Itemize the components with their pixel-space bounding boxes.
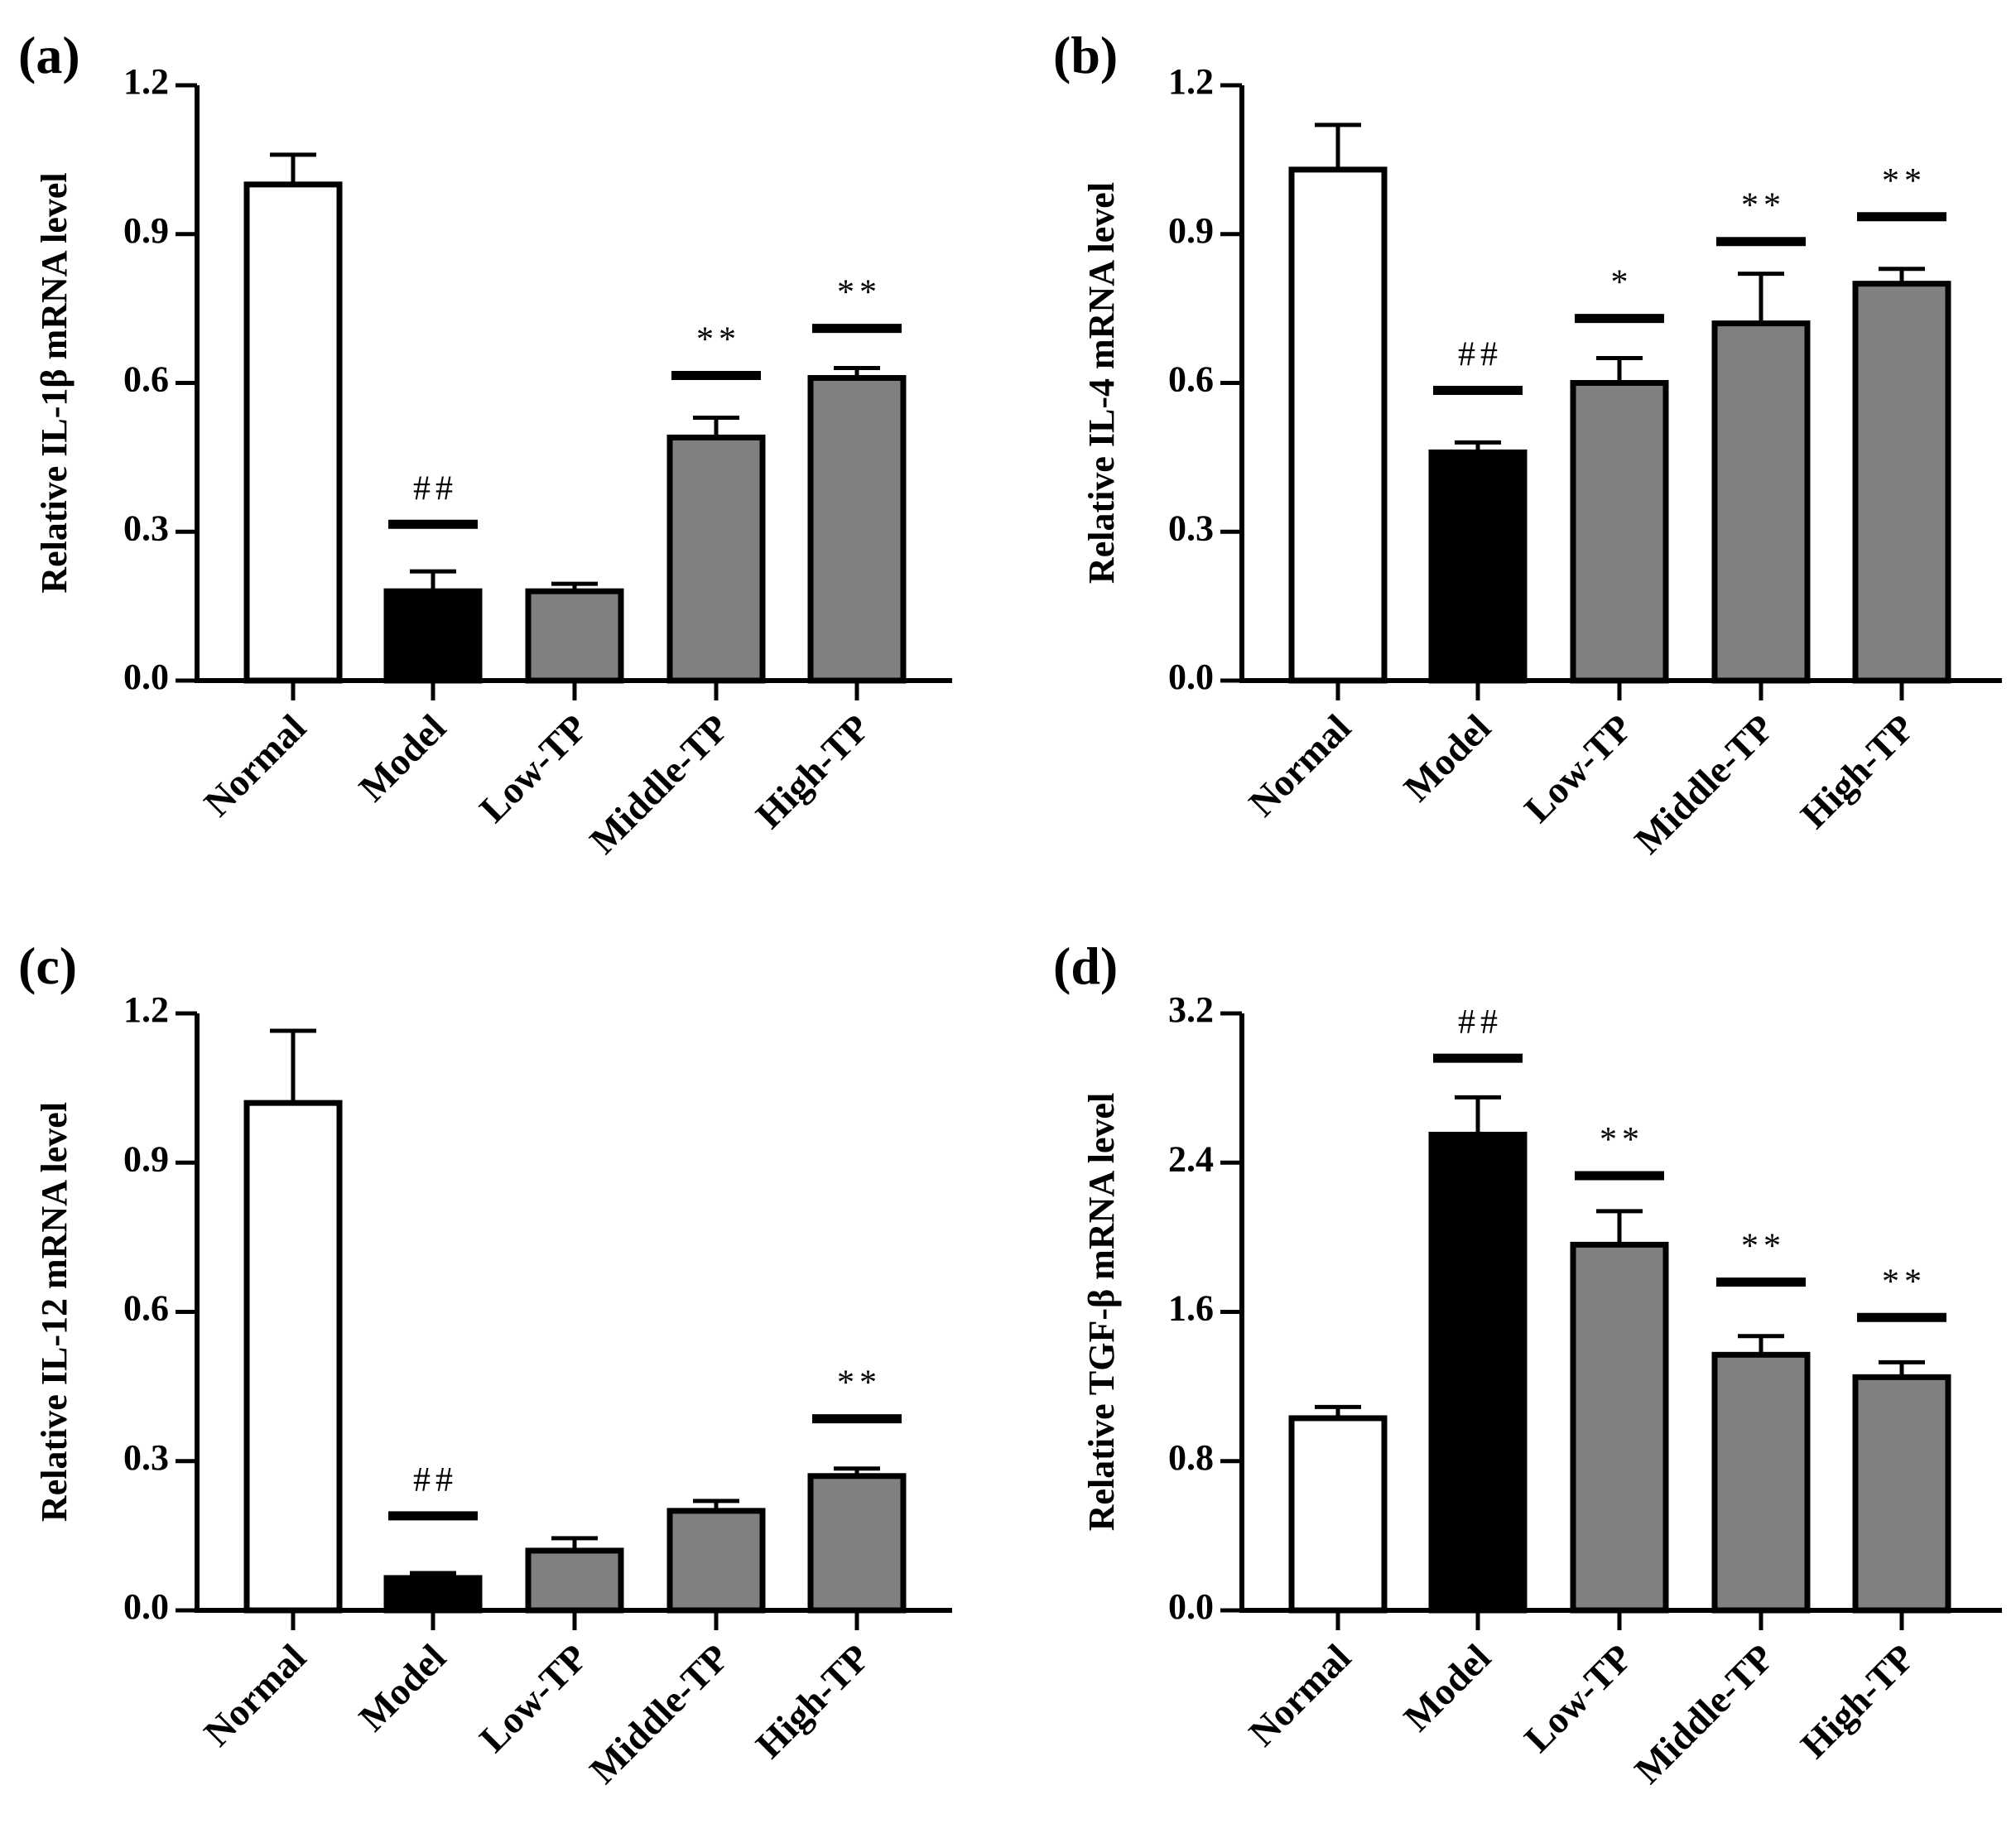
bar-high-tp	[1852, 281, 1951, 684]
x-tick-label: Normal	[195, 1636, 314, 1754]
significance-label: ##	[1458, 1003, 1503, 1042]
x-tick-label: Normal	[1240, 706, 1359, 825]
bar-middle-tp	[1711, 320, 1811, 684]
x-tick-label: High-TP	[748, 1636, 878, 1766]
y-tick-label: 0.8	[1168, 1437, 1214, 1478]
x-tick-label: Low-TP	[1516, 1636, 1640, 1760]
significance-label: **	[1600, 1121, 1644, 1159]
x-tick-label: Low-TP	[471, 706, 595, 830]
x-tick-label: Normal	[195, 706, 314, 825]
significance-label: **	[696, 321, 741, 359]
y-tick-label: 0.3	[123, 1437, 169, 1478]
significance-label: **	[1882, 1263, 1927, 1301]
significance-label: ##	[413, 1461, 458, 1499]
y-tick-label: 0.6	[1168, 359, 1214, 400]
y-axis-title: Relative IL-4 mRNA level	[1081, 182, 1122, 584]
significance-label: **	[837, 1364, 882, 1403]
x-tick-label: Low-TP	[471, 1636, 595, 1760]
bar-low-tp	[1570, 380, 1669, 684]
x-tick-label: Model	[350, 1636, 454, 1740]
significance-label: **	[837, 274, 882, 312]
bar-high-tp	[807, 1473, 907, 1614]
panel-letter: (d)	[1053, 936, 1118, 995]
y-tick-label: 0.6	[123, 359, 169, 400]
bar-normal	[1288, 1415, 1388, 1614]
y-tick-label: 0.0	[1168, 1586, 1214, 1627]
bar-high-tp	[1852, 1374, 1951, 1614]
y-tick-label: 0.9	[123, 210, 169, 251]
y-tick-label: 0.3	[123, 508, 169, 548]
chart-panel-b: (b) Relative IL-4 mRNA level 0.0 0.3 0.6 0.9 1…	[1053, 26, 2002, 862]
y-axis-title: Relative TGF-β mRNA level	[1081, 1093, 1122, 1531]
x-tick-label: High-TP	[748, 706, 878, 836]
panel-letter: (b)	[1053, 26, 1118, 84]
panel-letter: (c)	[18, 936, 77, 995]
bar-low-tp	[525, 1547, 624, 1614]
bar-model	[1428, 449, 1528, 684]
x-tick-label: Middle-TP	[1626, 1636, 1782, 1792]
x-tick-label: Model	[350, 706, 454, 810]
bar-model	[383, 588, 483, 684]
bar-normal	[1288, 166, 1388, 684]
significance-label: *	[1611, 264, 1633, 302]
bar-model	[383, 1575, 483, 1614]
bar-low-tp	[1570, 1241, 1669, 1614]
bar-middle-tp	[1711, 1351, 1811, 1614]
x-tick-label: High-TP	[1792, 1636, 1922, 1766]
y-axis-title: Relative IL-1β mRNA level	[34, 172, 75, 593]
significance-label: **	[1882, 162, 1927, 200]
y-axis-title: Relative IL-12 mRNA level	[34, 1102, 75, 1522]
chart-panel-a: (a) Relative IL-1β mRNA level 0.0 0.3 0.6 0.9…	[18, 26, 952, 862]
bar-middle-tp	[666, 1508, 766, 1614]
y-tick-label: 1.6	[1168, 1288, 1214, 1329]
y-tick-label: 1.2	[123, 61, 169, 102]
y-tick-label: 2.4	[1168, 1138, 1214, 1179]
x-tick-label: High-TP	[1792, 706, 1922, 836]
chart-panel-d: (d) Relative TGF-β mRNA level 0.0 0.8 1.6 2.4…	[1053, 936, 2002, 1792]
bar-model	[1428, 1131, 1528, 1614]
significance-label: ##	[413, 469, 458, 508]
y-tick-label: 0.6	[123, 1288, 169, 1329]
y-tick-label: 0.0	[123, 1586, 169, 1627]
y-tick-label: 0.9	[1168, 210, 1214, 251]
y-tick-label: 3.2	[1168, 989, 1214, 1030]
bar-low-tp	[525, 588, 624, 684]
chart-panel-c: (c) Relative IL-12 mRNA level 0.0 0.3 0.6 0.9…	[18, 936, 952, 1792]
x-tick-label: Middle-TP	[1626, 706, 1782, 862]
bar-normal	[243, 1100, 343, 1614]
y-tick-label: 0.0	[123, 657, 169, 697]
x-tick-label: Normal	[1240, 1636, 1359, 1754]
panel-letter: (a)	[18, 26, 80, 84]
bar-middle-tp	[666, 434, 766, 684]
x-tick-label: Low-TP	[1516, 706, 1640, 830]
bar-normal	[243, 181, 343, 684]
y-tick-label: 1.2	[123, 989, 169, 1030]
bar-high-tp	[807, 375, 907, 684]
y-tick-label: 1.2	[1168, 61, 1214, 102]
significance-label: **	[1741, 1227, 1786, 1265]
y-tick-label: 0.0	[1168, 657, 1214, 697]
x-tick-label: Middle-TP	[581, 1636, 737, 1792]
y-tick-label: 0.9	[123, 1138, 169, 1179]
significance-label: ##	[1458, 335, 1503, 373]
x-tick-label: Model	[1395, 1636, 1499, 1740]
y-tick-label: 0.3	[1168, 508, 1214, 548]
x-tick-label: Middle-TP	[581, 706, 737, 862]
significance-label: **	[1741, 187, 1786, 225]
x-tick-label: Model	[1395, 706, 1499, 810]
